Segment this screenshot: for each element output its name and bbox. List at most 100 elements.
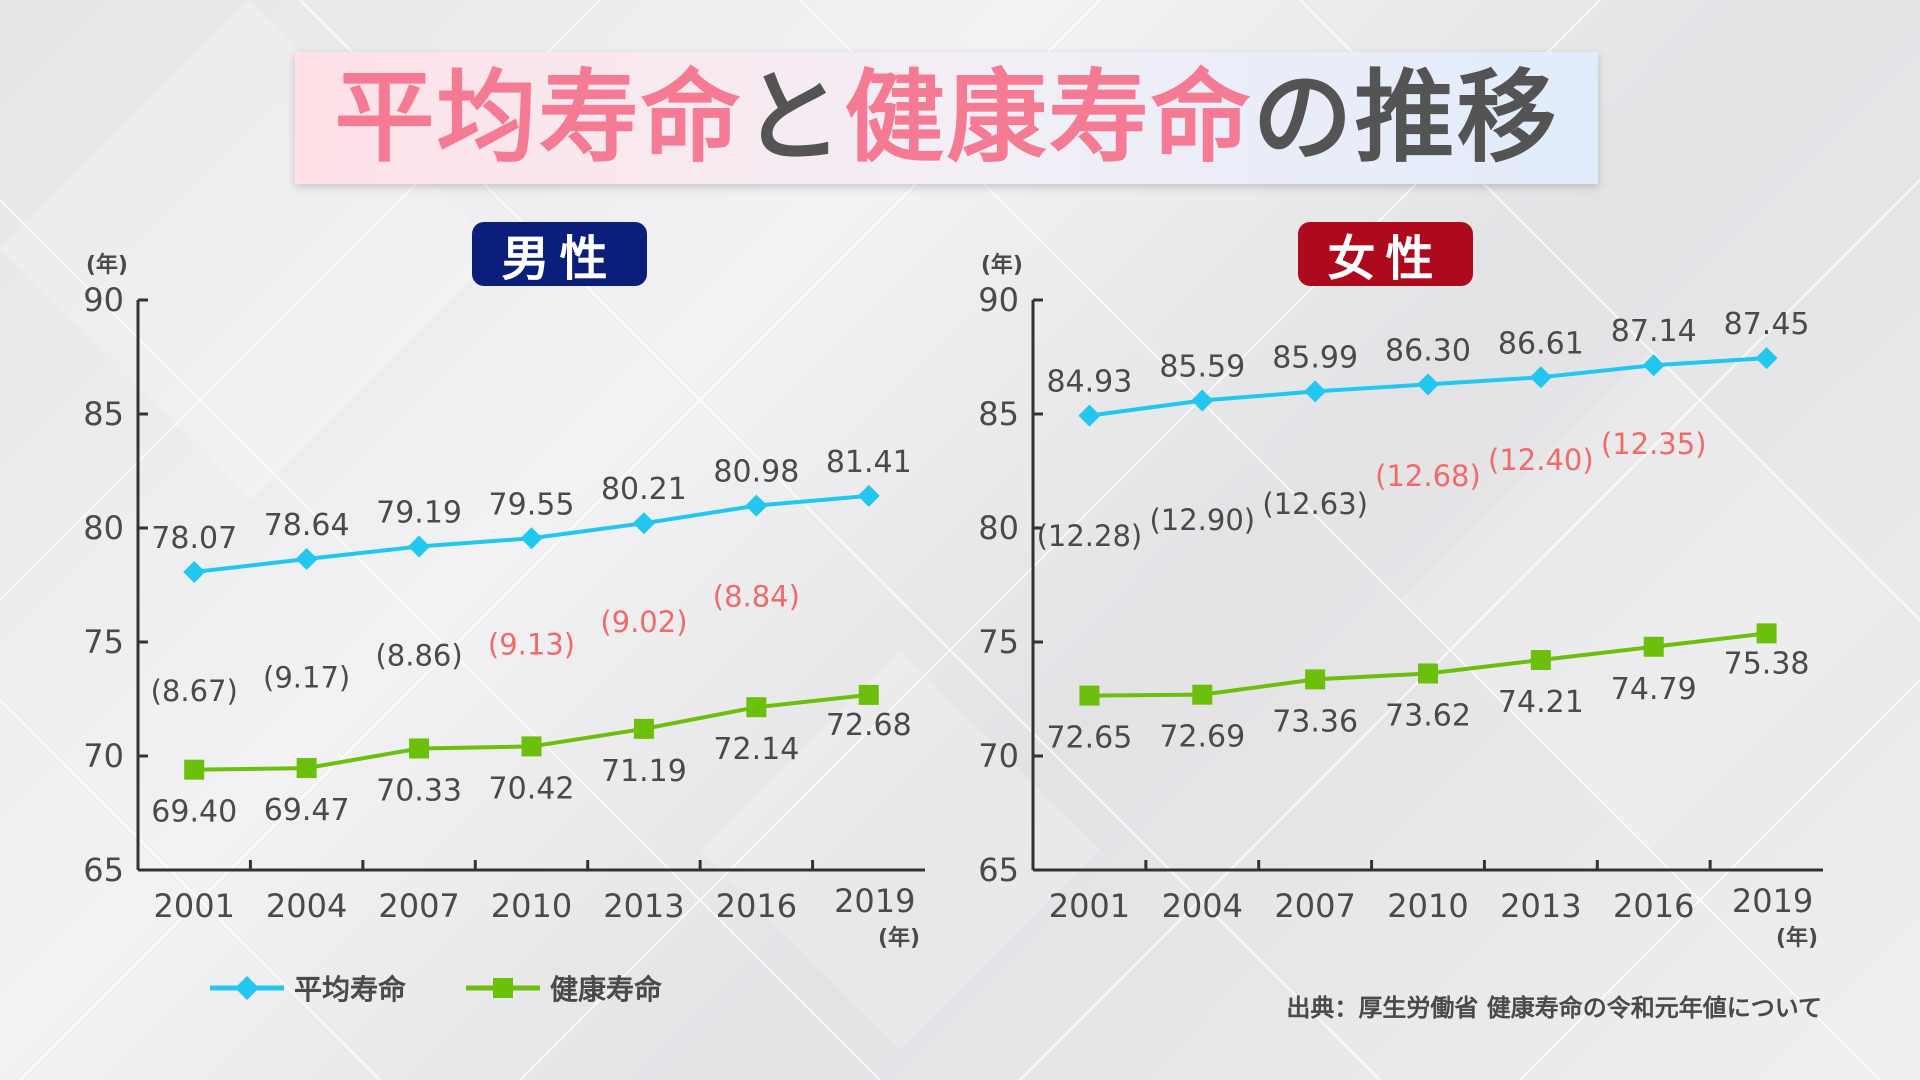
average-life-point bbox=[520, 527, 543, 550]
average-life-point bbox=[1078, 404, 1101, 427]
gap-value: (9.13) bbox=[488, 627, 575, 661]
healthy-life-point bbox=[1643, 636, 1664, 657]
average-life-point bbox=[183, 561, 206, 584]
title-healthy-life: 健康寿命 bbox=[844, 59, 1253, 176]
x-tick-label: 2019 bbox=[834, 882, 915, 920]
y-tick-label: 85 bbox=[83, 395, 124, 433]
x-tick-label: 2013 bbox=[603, 887, 684, 925]
gap-value: (12.90) bbox=[1149, 503, 1255, 537]
y-tick-label: 70 bbox=[978, 737, 1019, 775]
x-tick-label: 2001 bbox=[153, 887, 234, 925]
average-life-point bbox=[857, 484, 880, 507]
average-life-point bbox=[295, 548, 318, 571]
y-tick-label: 70 bbox=[83, 737, 124, 775]
x-tick-label: 2001 bbox=[1049, 887, 1130, 925]
gap-value: (9.02) bbox=[600, 605, 687, 639]
x-tick-label: 2007 bbox=[378, 887, 459, 925]
average-life-value: 86.61 bbox=[1498, 326, 1584, 361]
healthy-life-value: 73.62 bbox=[1385, 698, 1471, 733]
page-title: 平均寿命と健康寿命の推移 bbox=[335, 68, 1559, 168]
average-life-value: 80.98 bbox=[713, 455, 799, 490]
female-badge: 女性 bbox=[1298, 222, 1473, 287]
average-life-point bbox=[1304, 380, 1327, 403]
average-life-point bbox=[1191, 389, 1214, 412]
average-life-value: 79.55 bbox=[489, 487, 575, 522]
x-tick-label: 2010 bbox=[491, 887, 572, 925]
y-tick-label: 75 bbox=[83, 623, 124, 661]
healthy-life-point bbox=[409, 738, 430, 759]
average-life-value: 78.07 bbox=[151, 521, 237, 556]
gap-value: (12.40) bbox=[1488, 443, 1594, 477]
average-life-point bbox=[1755, 347, 1778, 370]
healthy-life-point bbox=[1305, 669, 1326, 690]
average-life-value: 85.59 bbox=[1159, 350, 1245, 385]
title-and: と bbox=[742, 59, 845, 176]
average-life-value: 87.45 bbox=[1724, 307, 1810, 342]
healthy-life-point bbox=[1756, 623, 1777, 644]
title-trend: の推移 bbox=[1252, 59, 1559, 176]
x-tick-label: 2010 bbox=[1387, 887, 1468, 925]
healthy-life-point bbox=[858, 684, 879, 705]
legend-average-life-label: 平均寿命 bbox=[294, 973, 407, 1006]
title-average-life: 平均寿命 bbox=[334, 59, 743, 176]
y-tick-label: 80 bbox=[83, 509, 124, 547]
healthy-life-point bbox=[1192, 684, 1213, 705]
x-tick-label: 2019 bbox=[1732, 882, 1813, 920]
square-marker-icon bbox=[466, 978, 541, 998]
legend-healthy-life: 健康寿命 bbox=[466, 968, 662, 1008]
average-life-value: 80.21 bbox=[601, 472, 687, 507]
average-life-value: 78.64 bbox=[264, 508, 350, 543]
healthy-life-value: 75.38 bbox=[1724, 646, 1810, 681]
healthy-life-value: 74.21 bbox=[1498, 685, 1584, 720]
legend-average-life: 平均寿命 bbox=[210, 968, 406, 1008]
average-life-value: 79.19 bbox=[376, 495, 462, 530]
healthy-life-value: 69.40 bbox=[151, 795, 237, 830]
x-tick-label: 2016 bbox=[716, 887, 797, 925]
average-life-point bbox=[1642, 354, 1665, 377]
healthy-life-point bbox=[521, 736, 542, 757]
x-unit-label: (年) bbox=[1776, 925, 1818, 951]
healthy-life-point bbox=[296, 758, 317, 779]
gap-value: (8.84) bbox=[713, 579, 800, 613]
healthy-life-value: 69.47 bbox=[264, 793, 350, 828]
gap-value: (9.17) bbox=[263, 661, 350, 695]
healthy-life-value: 72.69 bbox=[1159, 720, 1245, 755]
average-life-point bbox=[1417, 373, 1439, 396]
x-unit-label: (年) bbox=[878, 925, 920, 951]
gap-value: (8.67) bbox=[151, 674, 238, 708]
healthy-life-point bbox=[1418, 663, 1438, 684]
y-unit-label: (年) bbox=[981, 252, 1023, 278]
male-badge: 男性 bbox=[472, 222, 647, 287]
healthy-life-value: 72.14 bbox=[713, 732, 799, 767]
healthy-life-point bbox=[1530, 650, 1551, 671]
average-life-value: 84.93 bbox=[1046, 365, 1132, 400]
gap-value: (12.63) bbox=[1262, 487, 1368, 521]
average-life-value: 87.14 bbox=[1611, 314, 1697, 349]
healthy-life-point bbox=[746, 697, 767, 718]
average-life-value: 86.30 bbox=[1385, 333, 1471, 368]
legend: 平均寿命 健康寿命 bbox=[210, 968, 722, 1008]
healthy-life-value: 72.68 bbox=[826, 708, 912, 743]
x-tick-label: 2007 bbox=[1274, 887, 1355, 925]
x-tick-label: 2013 bbox=[1500, 887, 1581, 925]
source-note: 出典：厚生労働省 健康寿命の令和元年値について bbox=[1286, 994, 1822, 1022]
healthy-life-value: 70.42 bbox=[489, 771, 575, 806]
average-life-point bbox=[408, 535, 431, 558]
x-tick-label: 2004 bbox=[266, 887, 347, 925]
y-tick-label: 90 bbox=[978, 281, 1019, 319]
gap-value: (12.68) bbox=[1375, 459, 1481, 493]
gap-value: (8.86) bbox=[375, 638, 462, 672]
gap-value: (12.35) bbox=[1601, 427, 1707, 461]
y-tick-label: 65 bbox=[978, 851, 1019, 889]
average-life-value: 81.41 bbox=[826, 445, 912, 480]
y-tick-label: 65 bbox=[83, 851, 124, 889]
average-life-value: 85.99 bbox=[1272, 340, 1358, 375]
title-banner: 平均寿命と健康寿命の推移 bbox=[295, 52, 1598, 184]
healthy-life-value: 72.65 bbox=[1046, 721, 1132, 756]
y-tick-label: 80 bbox=[978, 509, 1019, 547]
y-tick-label: 75 bbox=[978, 623, 1019, 661]
average-life-point bbox=[745, 494, 768, 517]
x-tick-label: 2016 bbox=[1613, 887, 1694, 925]
